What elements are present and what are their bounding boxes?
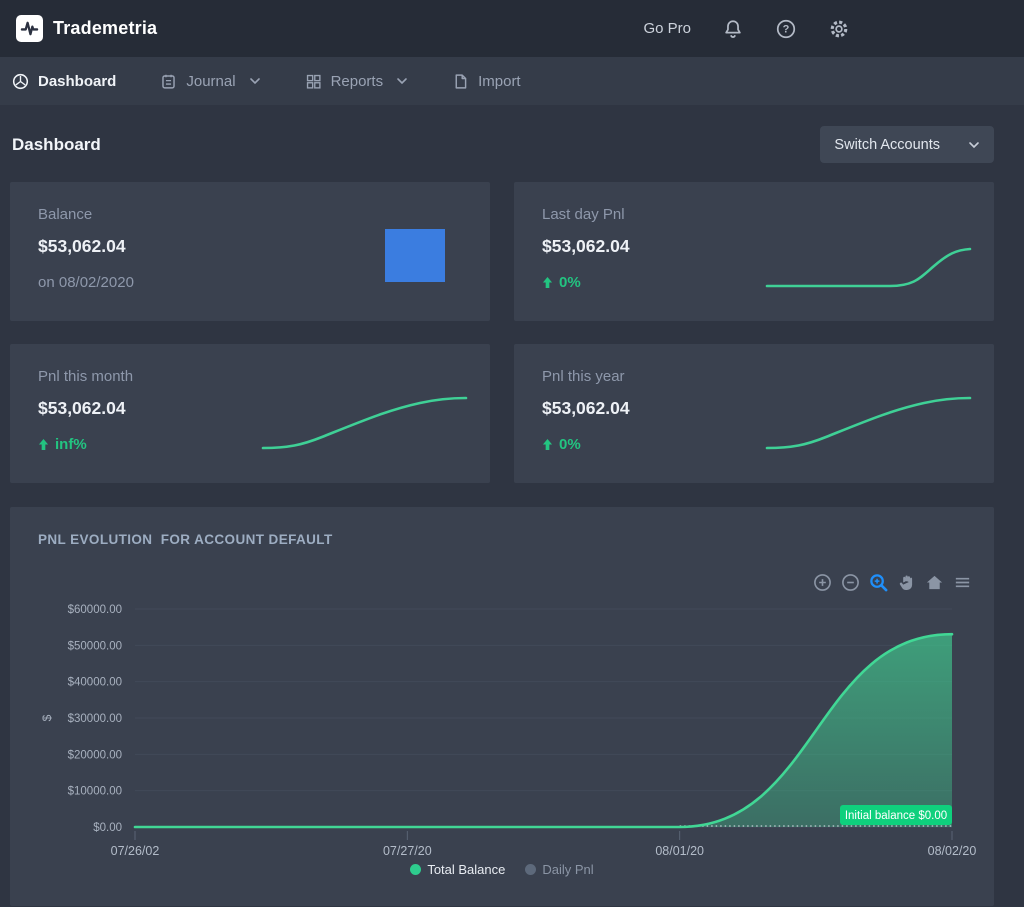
- svg-text:08/02/20: 08/02/20: [928, 844, 977, 858]
- pnl-chart-svg: $0.00 $10000.00 $20000.00 $30000.00 $40000.0…: [40, 604, 977, 858]
- stat-card-pnl-month: Pnl this month $53,062.04 inf%: [10, 344, 490, 483]
- page-title: Dashboard: [12, 134, 101, 154]
- home-icon[interactable]: [925, 573, 944, 592]
- gear-icon[interactable]: [828, 18, 850, 40]
- svg-text:?: ?: [783, 23, 790, 35]
- svg-text:$0.00: $0.00: [93, 822, 122, 834]
- nav-label: Import: [478, 72, 521, 90]
- svg-text:$: $: [40, 714, 54, 721]
- main-nav: Dashboard Journal Reports Import: [0, 57, 1024, 105]
- menu-icon[interactable]: [953, 573, 972, 592]
- legend-item-daily-pnl[interactable]: Daily Pnl: [525, 862, 594, 877]
- svg-text:$40000.00: $40000.00: [68, 677, 122, 689]
- svg-text:$20000.00: $20000.00: [68, 749, 122, 761]
- switch-accounts-label: Switch Accounts: [834, 136, 940, 153]
- sparkline-year: [765, 396, 972, 450]
- svg-text:07/26/02: 07/26/02: [111, 844, 160, 858]
- up-arrow-icon: [38, 438, 49, 450]
- balance-bar-visual: [385, 229, 445, 282]
- stat-delta: inf%: [38, 436, 462, 453]
- bell-icon[interactable]: [722, 18, 744, 40]
- help-icon[interactable]: ?: [775, 18, 797, 40]
- reports-icon: [306, 74, 321, 89]
- top-header: Trademetria Go Pro ?: [0, 0, 1024, 57]
- stat-label: Pnl this month: [38, 368, 134, 385]
- stat-label: Last day Pnl: [542, 206, 625, 223]
- nav-label: Reports: [330, 72, 384, 90]
- stat-card-balance: Balance $53,062.04 on 08/02/2020: [10, 182, 490, 321]
- nav-item-dashboard[interactable]: Dashboard: [12, 73, 116, 90]
- svg-text:$60000.00: $60000.00: [68, 604, 122, 616]
- go-pro-link[interactable]: Go Pro: [643, 20, 691, 37]
- zoom-in-icon[interactable]: [813, 573, 832, 592]
- sparkline-month: [261, 396, 468, 450]
- zoom-out-icon[interactable]: [841, 573, 860, 592]
- chart-toolbar: [813, 573, 972, 592]
- stat-value: $53,062.04: [542, 236, 630, 256]
- stat-delta: 0%: [542, 436, 966, 453]
- svg-text:$50000.00: $50000.00: [68, 640, 122, 652]
- stat-value: $53,062.04: [38, 398, 126, 418]
- nav-item-journal[interactable]: Journal: [160, 73, 260, 90]
- pnl-evolution-panel: PNL EVOLUTION FOR ACCOUNT DEFAULT: [10, 507, 994, 906]
- pulse-icon: [20, 21, 39, 36]
- stat-card-last-day-pnl: Last day Pnl $53,062.04 0%: [514, 182, 994, 321]
- legend-dot: [525, 864, 537, 875]
- selection-zoom-icon[interactable]: [869, 573, 888, 592]
- brand-name: Trademetria: [53, 18, 158, 38]
- journal-icon: [162, 74, 176, 89]
- chart-title: PNL EVOLUTION FOR ACCOUNT DEFAULT: [38, 532, 333, 547]
- pan-hand-icon[interactable]: [897, 573, 916, 592]
- stat-delta: 0%: [542, 274, 966, 291]
- initial-balance-badge: [840, 805, 952, 825]
- legend-label: Total Balance: [427, 862, 506, 877]
- brand-logo: [16, 15, 43, 42]
- nav-label: Dashboard: [38, 72, 117, 90]
- nav-item-reports[interactable]: Reports: [305, 73, 409, 90]
- initial-balance-badge-label: Initial balance $0.00: [845, 810, 947, 822]
- up-arrow-icon: [542, 276, 553, 288]
- up-arrow-icon: [542, 438, 553, 450]
- svg-text:08/01/20: 08/01/20: [655, 844, 704, 858]
- legend-dot: [410, 864, 422, 875]
- nav-item-import[interactable]: Import: [452, 73, 521, 90]
- stat-label: Balance: [38, 206, 93, 223]
- sparkline-last-day: [765, 247, 972, 288]
- stat-value: $53,062.04: [542, 398, 630, 418]
- stat-value: $53,062.04: [38, 236, 126, 256]
- nav-label: Journal: [186, 72, 236, 90]
- switch-accounts-dropdown[interactable]: Switch Accounts: [820, 126, 994, 163]
- svg-text:07/27/20: 07/27/20: [383, 844, 432, 858]
- legend-item-total-balance[interactable]: Total Balance: [410, 862, 505, 877]
- stat-card-pnl-year: Pnl this year $53,062.04 0%: [514, 344, 994, 483]
- dashboard-icon: [12, 73, 29, 89]
- import-icon: [455, 73, 467, 89]
- svg-text:$30000.00: $30000.00: [68, 713, 122, 725]
- svg-text:$10000.00: $10000.00: [68, 786, 122, 798]
- chevron-down-icon: [397, 78, 407, 85]
- chevron-down-icon: [249, 78, 260, 85]
- stat-date: on 08/02/2020: [38, 274, 134, 291]
- chart-legend: Total Balance Daily Pnl: [10, 862, 994, 877]
- legend-label: Daily Pnl: [542, 862, 594, 877]
- chevron-down-icon: [969, 141, 979, 148]
- stat-label: Pnl this year: [542, 368, 625, 385]
